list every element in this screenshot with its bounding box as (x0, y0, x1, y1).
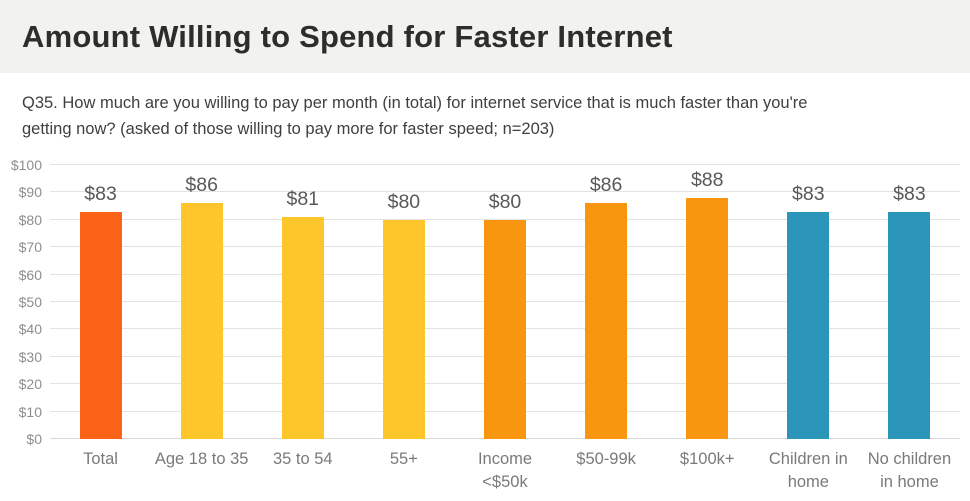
x-category-label: $50-99k (576, 450, 636, 468)
x-category-label: Income <$50k (477, 450, 533, 492)
bar-value-label: $80 (387, 190, 421, 213)
bar (888, 211, 931, 439)
bar-value-label: $81 (286, 188, 320, 211)
bar-value-label: $80 (488, 190, 522, 213)
gridline (50, 164, 960, 165)
bar (180, 203, 223, 439)
y-axis-tick-label: $50 (18, 294, 42, 310)
x-category-label: 55+ (389, 450, 418, 468)
bar (484, 219, 526, 439)
y-axis-tick-label: $100 (10, 157, 42, 173)
bar-chart: $0 $10 $20 $30 $40 $50 $60 $70 $80 $90 $100 $83 Tota… (0, 150, 970, 501)
y-axis-tick-label: $80 (18, 211, 42, 228)
gridline (50, 218, 960, 220)
report-header: Amount Willing to Spend for Faster Inter… (0, 0, 970, 73)
y-axis-tick-label: $40 (18, 321, 42, 338)
chart-subtitle: Q35. How much are you willing to pay per… (22, 94, 808, 138)
y-axis-tick-label: $10 (18, 403, 42, 420)
bar (79, 211, 122, 439)
y-axis-tick-label: $90 (18, 184, 42, 201)
bar-value-label: $86 (589, 174, 623, 197)
x-category-label: No children in home (867, 450, 952, 492)
bar (686, 197, 729, 439)
y-axis-tick-label: $0 (26, 431, 42, 447)
gridline (50, 191, 960, 193)
y-axis-tick-label: $60 (18, 266, 42, 283)
bar-value-label: $86 (185, 174, 218, 197)
y-axis-tick-label: $70 (18, 239, 42, 256)
y-axis-tick-label: $30 (18, 348, 42, 365)
x-category-label: Total (83, 450, 118, 468)
bar-value-label: $83 (792, 182, 825, 205)
bar-value-label: $88 (690, 168, 724, 191)
bar-value-label: $83 (84, 182, 117, 205)
y-axis-tick-label: $20 (18, 376, 42, 393)
bar-value-label: $83 (893, 182, 926, 205)
bar (382, 219, 425, 439)
x-category-label: $100k+ (679, 450, 735, 468)
plot-area: $0 $10 $20 $30 $40 $50 $60 $70 $80 $90 $100 $83 Tota… (11, 157, 960, 491)
bar (787, 211, 830, 439)
chart-title: Amount Willing to Spend for Faster Inter… (22, 18, 673, 54)
x-category-label: 35 to 54 (272, 450, 333, 468)
x-category-label: Age 18 to 35 (154, 450, 249, 468)
bar (585, 203, 628, 439)
bar (281, 217, 324, 439)
x-category-label: Children in home (768, 450, 848, 492)
